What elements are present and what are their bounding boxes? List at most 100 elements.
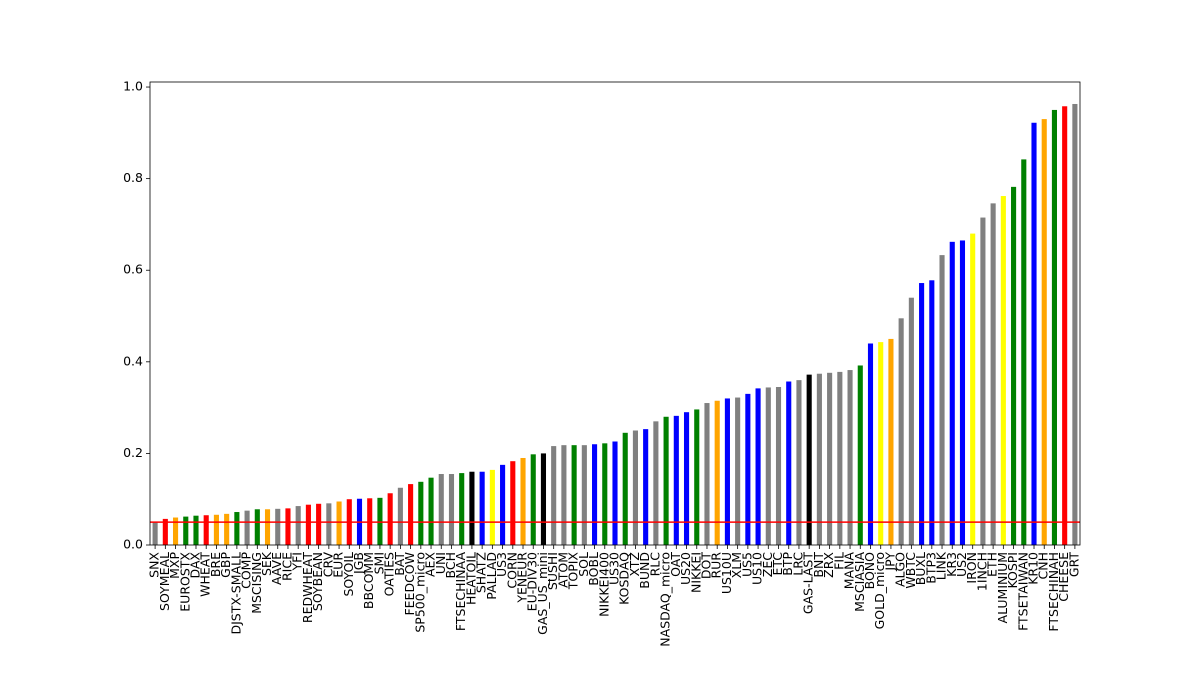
x-tick-label: BTP	[780, 552, 795, 576]
x-tick-label: RLC	[647, 552, 662, 577]
bar	[612, 441, 618, 545]
x-tick-label: WBTC	[903, 552, 918, 589]
bar	[755, 388, 761, 545]
bar	[234, 512, 240, 545]
x-tick-label: KOSPI	[1005, 552, 1020, 589]
x-tick-label: NASDAQ_micro	[658, 552, 673, 647]
x-tick-label: ATOM	[555, 552, 570, 588]
bar	[551, 446, 557, 545]
x-tick-label: DAX	[187, 552, 202, 579]
x-tick-label: GOLD_micro	[872, 552, 887, 629]
bar	[183, 516, 189, 545]
bar	[316, 503, 322, 545]
bar	[489, 469, 495, 545]
bar	[224, 513, 230, 545]
x-tick-label: GAS-LAST	[801, 552, 816, 614]
bar	[510, 461, 516, 545]
x-tick-label: NIKKEI400	[596, 552, 611, 617]
x-tick-label: DJSTX-SMALL	[228, 552, 243, 635]
bar	[888, 338, 894, 545]
x-tick-label: ZRX	[821, 552, 836, 578]
bar	[193, 515, 199, 545]
x-tick-label: HEATOIL	[463, 552, 478, 605]
x-tick-label: COMP	[239, 552, 254, 589]
x-tick-label: GRT	[1066, 552, 1081, 577]
bar	[1031, 122, 1037, 545]
bar	[939, 255, 945, 545]
bar	[632, 430, 638, 545]
bar	[857, 365, 863, 545]
x-tick-label: MANA	[842, 552, 857, 590]
bar	[653, 421, 659, 545]
x-tick-label: FTSECHINAA	[453, 552, 468, 632]
y-tick-label: 0.6	[123, 262, 143, 277]
x-tick-label: US30	[607, 552, 622, 585]
bar	[694, 409, 700, 545]
bar	[980, 217, 986, 545]
x-tick-label: ALGO	[893, 552, 908, 587]
bar	[387, 493, 393, 545]
x-tick-label: KOSDAQ	[617, 552, 632, 605]
bar	[919, 283, 925, 545]
x-tick-label: BTP3	[923, 552, 938, 584]
bar	[765, 387, 771, 545]
bar	[683, 412, 690, 545]
x-tick-label: YENEUR	[515, 552, 530, 604]
bar	[162, 518, 168, 545]
bar	[1051, 109, 1058, 546]
y-tick-label: 0.4	[123, 353, 143, 368]
x-tick-label: PALLAD	[484, 552, 499, 600]
y-tick-label: 0.2	[123, 445, 143, 460]
x-tick-label: BNT	[811, 552, 826, 578]
x-tick-label: BAT	[392, 552, 407, 576]
x-tick-label: IRON	[964, 552, 979, 584]
x-tick-label: ALUMINIUM	[995, 552, 1010, 623]
bar	[336, 501, 342, 545]
bar	[152, 522, 158, 545]
bar	[408, 484, 414, 545]
bar	[663, 416, 669, 545]
x-tick-label: OAT	[668, 552, 683, 577]
bar	[469, 471, 475, 545]
bar	[305, 504, 311, 545]
x-tick-label: US5	[739, 552, 754, 577]
bar	[213, 514, 219, 545]
x-tick-label: ETC	[770, 552, 785, 576]
x-tick-label: BCH	[443, 552, 458, 578]
bar	[1011, 186, 1017, 545]
x-tick-label: FIL	[831, 552, 846, 570]
x-tick-label: AAVE	[269, 552, 284, 585]
bar	[867, 343, 874, 545]
x-tick-label: KR3	[944, 552, 959, 577]
bar	[735, 397, 741, 545]
x-tick-label: XTZ	[627, 552, 642, 577]
x-tick-label: DOT	[698, 552, 713, 579]
x-tick-label: SP500_micro	[412, 552, 427, 633]
bar	[448, 474, 455, 545]
x-tick-label: FTSETAIWAN	[1015, 552, 1030, 631]
x-tick-label: CHEESE	[1056, 552, 1071, 602]
bar	[254, 509, 260, 545]
x-tick-label: SOL	[576, 552, 591, 577]
x-tick-label: SEK	[259, 551, 274, 576]
bar	[244, 510, 250, 545]
x-tick-label: BRE	[208, 552, 223, 577]
bar	[898, 318, 904, 545]
x-tick-label: SMI	[371, 552, 386, 574]
x-tick-label: SUSHI	[545, 552, 560, 590]
bar	[643, 429, 649, 545]
bar	[827, 372, 833, 545]
bar	[970, 233, 976, 545]
bar	[438, 474, 444, 545]
x-tick-label: MSCIASIA	[852, 552, 867, 612]
bar	[530, 454, 536, 545]
x-tick-label: FTSECHINAH	[1046, 552, 1061, 632]
x-tick-label: AEX	[423, 552, 438, 577]
x-tick-label: SOYBEAN	[310, 552, 325, 611]
bar	[479, 471, 485, 545]
x-tick-label: CORN	[504, 552, 519, 589]
x-tick-label: FEEDCOW	[402, 552, 417, 616]
bar	[673, 415, 679, 545]
x-tick-label: RICE	[279, 552, 294, 581]
